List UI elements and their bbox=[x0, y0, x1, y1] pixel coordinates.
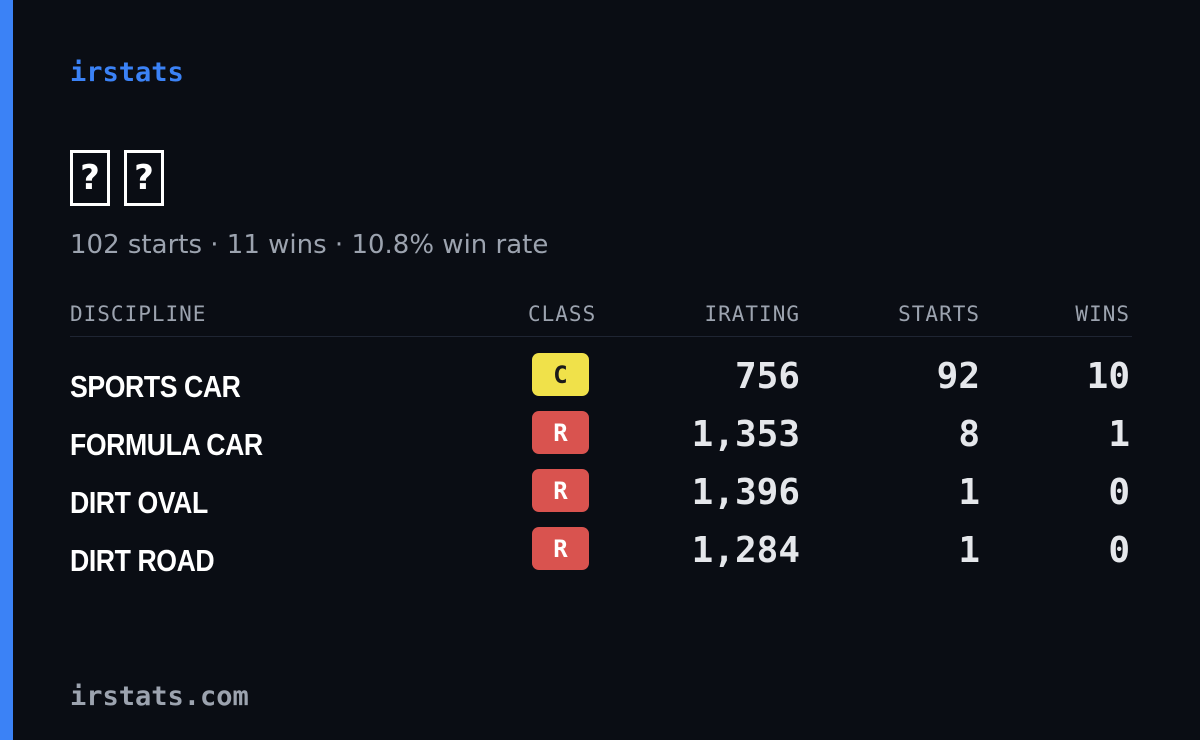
discipline-name: SPORTS CAR bbox=[70, 369, 241, 404]
table-row: SPORTS CAR C 756 92 10 bbox=[70, 353, 1132, 411]
license-class-badge: C bbox=[532, 353, 589, 396]
wins-value: 0 bbox=[1108, 530, 1130, 571]
table-body: SPORTS CAR C 756 92 10 FORMULA CAR R 1,3… bbox=[70, 337, 1132, 585]
wins-value: 0 bbox=[1108, 472, 1130, 513]
stats-table: DISCIPLINE CLASS IRATING STARTS WINS SPO… bbox=[70, 298, 1132, 585]
starts-value: 92 bbox=[936, 356, 980, 397]
irating-value: 1,396 bbox=[691, 472, 800, 513]
license-class-badge: R bbox=[532, 411, 589, 454]
discipline-name: FORMULA CAR bbox=[70, 427, 263, 462]
wins-value: 10 bbox=[1086, 356, 1130, 397]
name-glyph: ? bbox=[124, 150, 164, 206]
irating-value: 1,353 bbox=[691, 414, 800, 455]
license-class-badge: R bbox=[532, 469, 589, 512]
starts-value: 8 bbox=[958, 414, 980, 455]
wins-value: 1 bbox=[1108, 414, 1130, 455]
table-header: DISCIPLINE CLASS IRATING STARTS WINS bbox=[70, 298, 1132, 337]
career-summary: 102 starts · 11 wins · 10.8% win rate bbox=[70, 230, 549, 260]
name-glyph: ? bbox=[70, 150, 110, 206]
table-row: FORMULA CAR R 1,353 8 1 bbox=[70, 411, 1132, 469]
header-discipline: DISCIPLINE bbox=[70, 302, 207, 326]
header-starts: STARTS bbox=[898, 302, 980, 326]
driver-name: ? ? bbox=[70, 150, 164, 212]
starts-value: 1 bbox=[958, 472, 980, 513]
discipline-name: DIRT OVAL bbox=[70, 485, 208, 520]
header-class: CLASS bbox=[528, 302, 597, 326]
accent-bar bbox=[0, 0, 13, 740]
irating-value: 756 bbox=[734, 356, 800, 397]
license-class-badge: R bbox=[532, 527, 589, 570]
header-wins: WINS bbox=[1075, 302, 1130, 326]
table-row: DIRT ROAD R 1,284 1 0 bbox=[70, 527, 1132, 585]
footer-url[interactable]: irstats.com bbox=[70, 681, 249, 712]
starts-value: 1 bbox=[958, 530, 980, 571]
irating-value: 1,284 bbox=[691, 530, 800, 571]
brand-title: irstats bbox=[70, 57, 184, 88]
table-row: DIRT OVAL R 1,396 1 0 bbox=[70, 469, 1132, 527]
header-irating: IRATING bbox=[704, 302, 800, 326]
discipline-name: DIRT ROAD bbox=[70, 543, 215, 578]
